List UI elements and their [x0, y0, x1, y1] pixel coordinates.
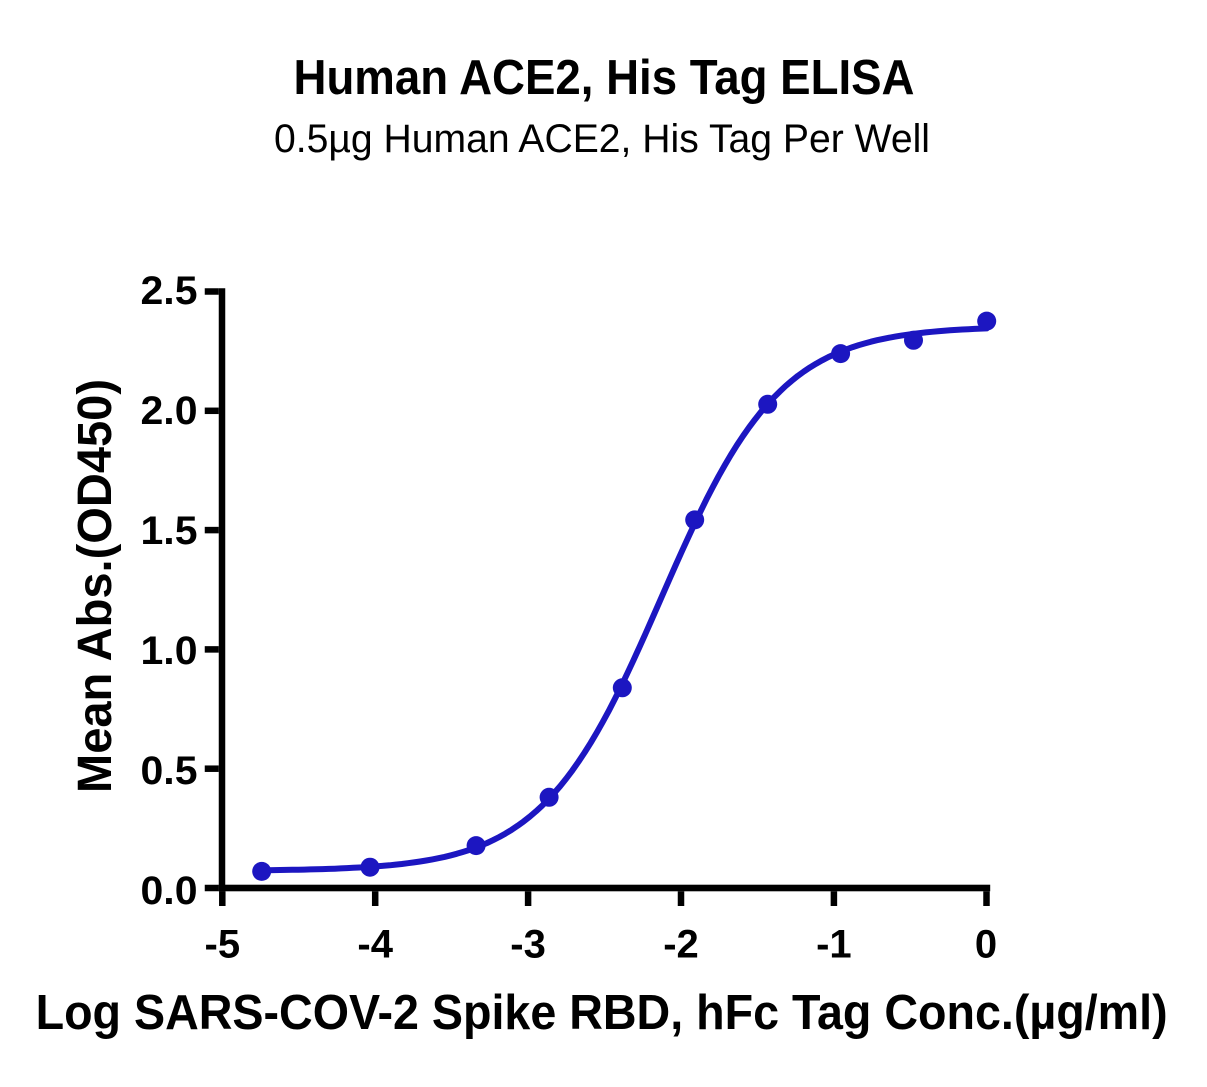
svg-text:-3: -3: [510, 922, 546, 966]
svg-text:1.5: 1.5: [141, 509, 198, 553]
svg-text:0: 0: [975, 922, 997, 966]
svg-text:-5: -5: [205, 922, 241, 966]
svg-text:2.5: 2.5: [141, 269, 198, 313]
svg-text:0.0: 0.0: [141, 869, 198, 913]
svg-text:Human ACE2, His Tag ELISA: Human ACE2, His Tag ELISA: [294, 51, 915, 105]
svg-text:-2: -2: [663, 922, 699, 966]
svg-text:Log SARS-COV-2 Spike RBD, hFc: Log SARS-COV-2 Spike RBD, hFc Tag Conc.(…: [36, 986, 1168, 1040]
svg-text:2.0: 2.0: [141, 389, 198, 433]
svg-text:0.5µg Human ACE2, His Tag Per: 0.5µg Human ACE2, His Tag Per Well: [274, 117, 930, 161]
svg-text:Mean Abs.(OD450): Mean Abs.(OD450): [69, 379, 122, 793]
svg-text:0.5: 0.5: [141, 749, 198, 793]
svg-text:-4: -4: [357, 922, 393, 966]
svg-text:1.0: 1.0: [141, 629, 198, 673]
svg-text:-1: -1: [816, 922, 852, 966]
